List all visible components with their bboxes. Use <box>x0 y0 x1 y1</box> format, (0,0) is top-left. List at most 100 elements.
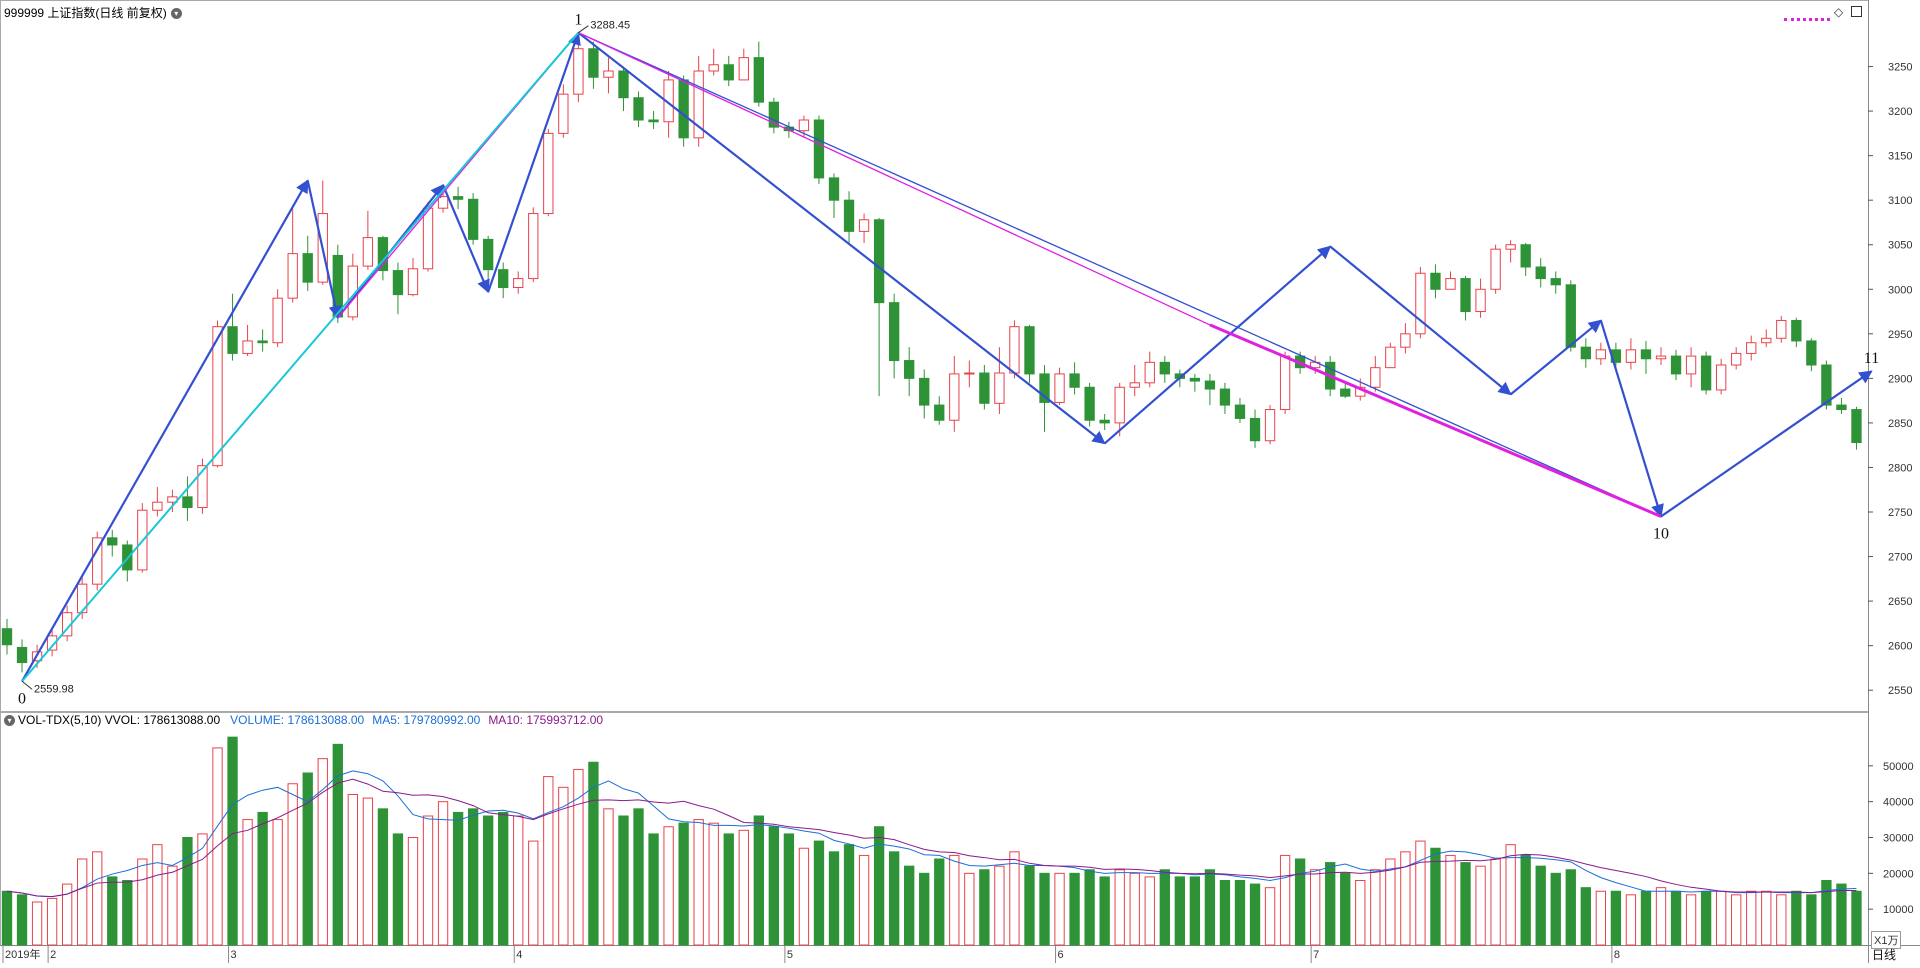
volume-bar <box>1625 894 1637 946</box>
candle-body <box>888 302 900 362</box>
time-tick-label: 2 <box>50 949 56 961</box>
price-panel-title: 999999 上证指数(日线 前复权) ▾ <box>4 6 182 20</box>
time-tick-label: 6 <box>1058 949 1064 961</box>
candle-body <box>633 97 644 121</box>
volume-bar <box>618 815 629 946</box>
volume-bar <box>1325 862 1336 946</box>
candle-body <box>483 238 494 271</box>
wave-number-label: 1 <box>574 12 582 29</box>
volume-bar <box>137 858 148 946</box>
wave-line-segment <box>21 179 309 682</box>
diamond-icon[interactable]: ◇ <box>1834 5 1844 19</box>
price-tick-label: 3100 <box>1888 195 1912 207</box>
volume-bar <box>302 772 313 946</box>
volume-bar <box>1174 876 1185 946</box>
candle-body <box>212 326 223 467</box>
candle-body <box>1776 319 1787 339</box>
volume-bar <box>1610 890 1622 946</box>
volume-bar <box>107 876 118 946</box>
candle-body <box>1821 364 1832 406</box>
volume-bar <box>407 837 419 946</box>
candle-body <box>1430 272 1441 290</box>
volume-bar <box>1204 869 1216 946</box>
volume-bar <box>16 894 28 946</box>
volume-bar <box>949 854 960 946</box>
volume-bar <box>1159 869 1170 946</box>
candle-body <box>1400 333 1411 348</box>
volume-bar <box>347 794 358 946</box>
volume-bar <box>92 851 103 946</box>
candle-body <box>1625 349 1637 363</box>
volume-indicator-name: VOL-TDX(5,10) VVOL: 178613088.00 <box>18 713 221 727</box>
volume-bar <box>332 743 343 946</box>
volume-bar <box>1670 890 1682 946</box>
volume-bar <box>1099 876 1110 946</box>
volume-value: VOLUME: 178613088.00 <box>230 713 365 727</box>
volume-bar <box>498 811 509 946</box>
candle-body <box>152 501 163 511</box>
volume-bar <box>1310 869 1321 946</box>
period-label[interactable]: 日线 <box>1872 948 1897 962</box>
wave-line-segment <box>578 32 1211 326</box>
volume-bar <box>1776 894 1787 946</box>
volume-bar <box>1761 890 1772 946</box>
volume-bar <box>182 837 193 946</box>
candle-body <box>257 340 268 344</box>
candle-body <box>1009 326 1020 374</box>
candle-body <box>994 372 1005 404</box>
volume-bar <box>1340 872 1351 946</box>
price-tick-label: 3050 <box>1888 240 1912 252</box>
candle-body <box>1189 377 1201 382</box>
volume-bar <box>242 819 253 946</box>
price-tick-label: 2800 <box>1888 462 1912 474</box>
volume-bar <box>663 826 674 946</box>
volume-bar <box>1836 883 1847 946</box>
price-tick-label: 2700 <box>1888 552 1912 564</box>
candle-body <box>813 119 825 179</box>
wave-line-segment <box>1209 323 1662 518</box>
candle-body <box>1445 278 1456 290</box>
candle-body <box>1264 409 1276 442</box>
panel-icon[interactable] <box>1850 6 1862 17</box>
wave-line-segment <box>442 184 490 294</box>
volume-bar <box>1580 887 1591 946</box>
candle-body <box>1640 349 1652 360</box>
candle-body <box>798 119 810 132</box>
wave-number-label: 11 <box>1864 350 1879 367</box>
volume-unit-label: X1万 <box>1871 931 1902 949</box>
volume-bar <box>588 761 599 946</box>
volume-bar <box>1129 872 1140 946</box>
candle-body <box>1700 355 1712 391</box>
candle-body <box>1084 386 1095 421</box>
candle-body <box>1520 244 1531 268</box>
volume-bar <box>1144 876 1155 946</box>
wave-line-segment <box>1509 319 1602 396</box>
volume-bar <box>979 869 990 946</box>
candle-body <box>498 269 509 288</box>
price-tick-label: 2950 <box>1888 329 1912 341</box>
volume-bar <box>272 819 283 946</box>
candle-body <box>1054 373 1065 403</box>
candle-body <box>1069 373 1080 388</box>
price-label-pointer <box>578 25 589 34</box>
chevron-down-icon[interactable]: ▾ <box>170 8 182 20</box>
candle-body <box>467 198 479 240</box>
time-tick-label: 2019年 <box>5 947 40 961</box>
price-tick-label: 3200 <box>1888 106 1912 118</box>
time-tick-label: 8 <box>1614 949 1620 961</box>
price-tick-label: 2750 <box>1888 507 1912 519</box>
candle-body <box>934 404 945 421</box>
candle-body <box>1670 355 1682 375</box>
candle-body <box>648 119 659 123</box>
candle-body <box>828 177 840 201</box>
candle-body <box>107 537 118 546</box>
volume-bar <box>843 844 855 946</box>
chevron-down-icon[interactable]: ▾ <box>4 715 15 727</box>
volume-bar <box>1731 894 1742 946</box>
volume-bar <box>1355 880 1366 946</box>
volume-bar <box>1054 872 1065 946</box>
volume-bar <box>1234 880 1246 946</box>
volume-bar <box>377 808 389 946</box>
volume-bar <box>122 880 133 946</box>
